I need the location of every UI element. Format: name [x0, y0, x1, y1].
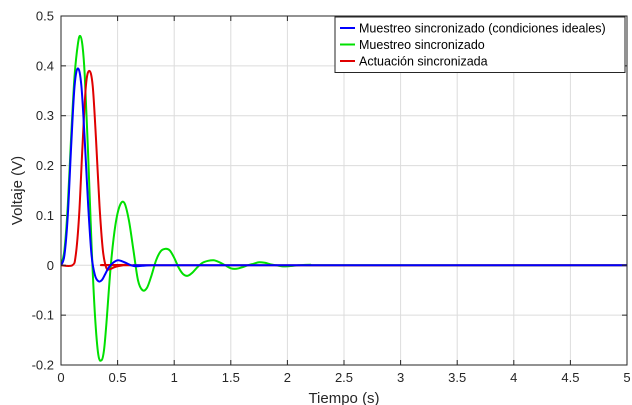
x-tick-label: 0	[57, 370, 64, 385]
series-line-1	[61, 34, 627, 362]
y-tick-label: 0.1	[36, 208, 54, 223]
x-axis-label: Tiempo (s)	[308, 390, 379, 405]
x-tick-label: 1	[171, 370, 178, 385]
legend: Muestreo sincronizado (condiciones ideal…	[334, 16, 626, 73]
x-tick-label: 1.5	[222, 370, 240, 385]
legend-box	[334, 16, 626, 73]
legend-entry-2: Actuación sincronizada	[359, 55, 488, 69]
series-layer	[61, 34, 627, 362]
x-tick-label: 3.5	[448, 370, 466, 385]
y-tick-label: 0.4	[36, 58, 54, 73]
y-tick-label: 0.3	[36, 108, 54, 123]
tick-layer: 0 0.5 1 1.5 2 2.5 3 3.5 4 4.5 5 -0.2 -0.1 0 0.1 0.2 0.3 0…	[32, 9, 631, 386]
series-line-0	[61, 67, 627, 283]
y-tick-label: 0.5	[36, 9, 54, 24]
x-tick-label: 2	[284, 370, 291, 385]
y-tick-label: 0	[47, 258, 54, 273]
x-tick-label: 0.5	[109, 370, 127, 385]
legend-entry-1: Muestreo sincronizado	[359, 38, 485, 52]
y-tick-label: -0.1	[32, 308, 54, 323]
x-tick-label: 5	[623, 370, 630, 385]
x-tick-label: 2.5	[335, 370, 353, 385]
legend-entry-0: Muestreo sincronizado (condiciones ideal…	[359, 22, 606, 36]
x-tick-label: 4.5	[561, 370, 579, 385]
x-tick-label: 4	[510, 370, 517, 385]
y-axis-label: Voltaje (V)	[9, 156, 26, 225]
y-tick-label: -0.2	[32, 358, 54, 373]
x-tick-label: 3	[397, 370, 404, 385]
y-tick-label: 0.2	[36, 158, 54, 173]
